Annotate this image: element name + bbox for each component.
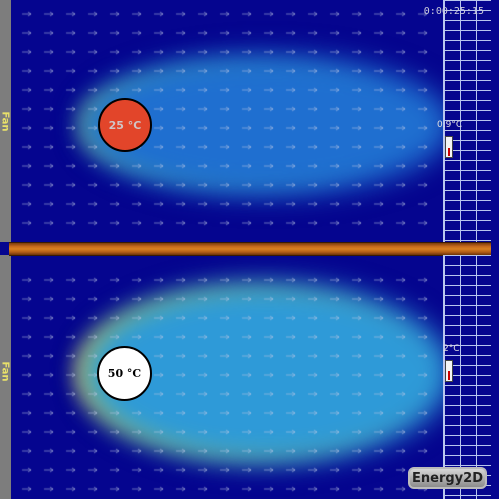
thermometer-bottom[interactable] <box>445 360 453 382</box>
heat-source-top-label: 25 °C <box>108 118 142 132</box>
fan-bottom[interactable]: Fan <box>0 255 11 499</box>
thermometer-top[interactable] <box>445 136 453 158</box>
fan-top[interactable]: Fan <box>0 0 11 242</box>
thermometer-top-reading: 0.9°C <box>437 120 463 130</box>
fan-bottom-label: Fan <box>0 361 11 382</box>
heat-source-top[interactable]: 25 °C <box>98 98 152 152</box>
thermometer-bottom-reading: 2°C <box>443 344 460 354</box>
heat-source-bottom-label: 50 °C <box>107 367 142 380</box>
fan-top-label: Fan <box>0 111 11 132</box>
energy2d-logo: Energy2D <box>408 467 487 489</box>
heat-source-bottom[interactable]: 50 °C <box>97 346 152 401</box>
divider-plate[interactable] <box>9 242 491 256</box>
brick-wall-top[interactable] <box>443 0 491 242</box>
elapsed-time: 0:00:25:15 <box>423 6 484 17</box>
